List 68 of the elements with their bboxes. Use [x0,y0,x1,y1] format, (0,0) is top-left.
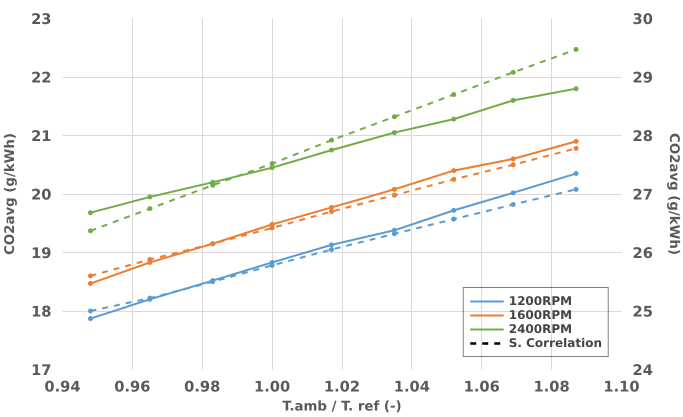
point [329,247,334,252]
point [451,92,456,98]
point [451,168,456,174]
y-axis-title: CO2avg (g/kWh) [3,133,18,255]
legend-label: 1600RPM [508,308,572,322]
x-tick-label: 0.94 [44,378,81,396]
x-tick-label: 1.02 [324,378,360,396]
y-tick-label: 18 [31,304,52,320]
y-tick-label: 17 [31,362,52,379]
point [510,162,516,168]
annotation: S. Correlation [508,336,602,350]
point [451,176,456,182]
point [392,130,397,136]
point [510,190,516,196]
x-tick-label: 1.06 [464,378,500,396]
point [270,165,275,170]
y2-axis-title: CO2avg (g/kWh) [666,133,681,255]
point [88,273,93,278]
point [574,171,579,176]
point [392,114,397,120]
point [147,206,152,212]
point [510,202,516,208]
point [451,216,456,222]
y-tick-label: 22 [31,70,52,86]
point [329,209,334,214]
x-tick-label: 1.00 [254,378,290,396]
y-tick-label: 21 [31,128,52,145]
y-tick-label: 19 [31,245,52,262]
point [574,146,579,151]
point [88,316,93,322]
point [147,194,152,200]
point [392,186,397,192]
x-tick-label: 0.96 [114,378,150,396]
y-tick-label: 23 [31,11,52,28]
y-tick-label: 20 [31,186,52,204]
point [329,148,334,153]
x-tick-label: 0.98 [184,378,220,396]
y2-tick-label: 30 [632,11,653,28]
point [88,308,93,314]
y2-tick-label: 26 [632,245,653,262]
point [574,186,579,192]
point [329,204,334,210]
y2-tick-label: 29 [632,70,653,86]
point [88,281,93,286]
x-tick-label: 1.10 [603,378,640,396]
point [510,70,516,75]
y2-tick-label: 25 [632,304,653,320]
y2-tick-label: 27 [632,186,653,204]
point [574,47,579,52]
y2-tick-label: 28 [632,128,653,145]
point [88,210,93,216]
x-axis-title: T.amb / T. ref (-) [282,400,402,414]
point [451,208,456,213]
point [451,116,456,122]
point [88,228,93,234]
legend-label: 2400RPM [508,322,572,336]
point [270,161,275,166]
x-tick-label: 1.08 [534,378,570,396]
x-tick-label: 1.04 [394,378,430,396]
point [510,98,516,103]
point [329,242,334,248]
point [574,138,579,144]
y2-tick-label: 24 [632,362,653,379]
point [392,192,397,198]
point [329,138,334,143]
point [510,156,516,162]
legend-label: 1200RPM [508,294,572,308]
point [574,86,579,92]
